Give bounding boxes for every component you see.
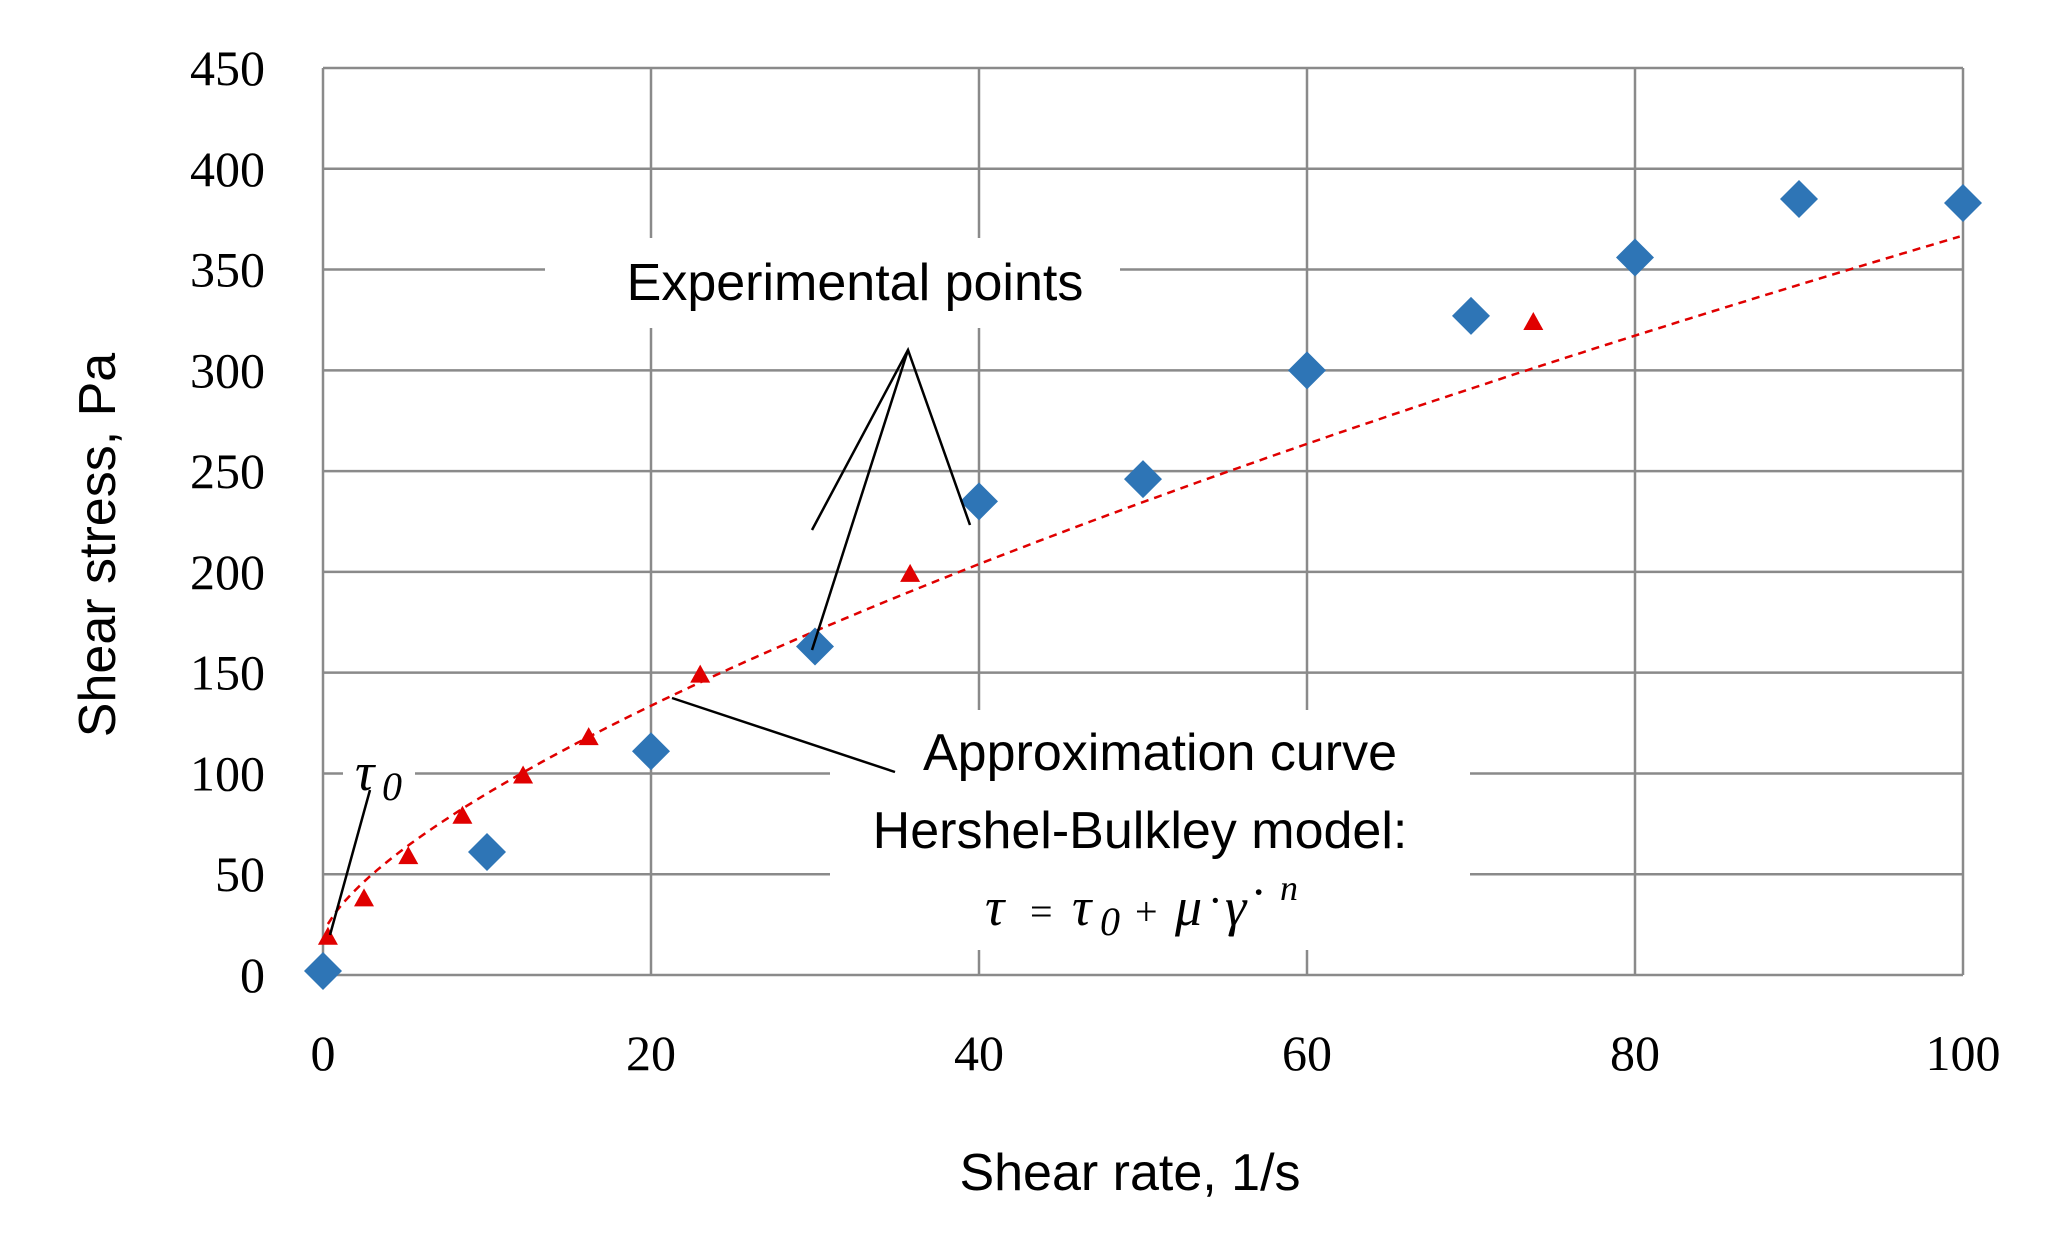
formula-dot: · <box>1208 876 1223 925</box>
y-tick-label: 450 <box>190 40 265 96</box>
experimental-points-label: Experimental points <box>627 254 1084 312</box>
tau0-label: τ 0 <box>355 742 402 809</box>
experimental-point <box>468 833 506 872</box>
experimental-point <box>1288 351 1326 390</box>
series <box>304 180 1982 990</box>
approximation-point <box>452 805 473 824</box>
x-tick-label: 20 <box>626 1025 676 1081</box>
y-tick-label: 200 <box>190 544 265 600</box>
tau0-subscript: 0 <box>382 764 402 809</box>
formula-tau0-subscript: 0 <box>1100 899 1120 944</box>
x-axis-ticks: 0 20 40 60 80 100 <box>311 1025 2001 1081</box>
experimental-leader-line-30 <box>810 349 910 651</box>
tau0-label-background <box>343 730 415 800</box>
x-tick-label: 40 <box>954 1025 1004 1081</box>
formula-equals: = <box>1030 889 1053 934</box>
approximation-label-background <box>830 710 1470 950</box>
experimental-point <box>1452 296 1490 335</box>
approximation-point <box>578 727 599 746</box>
y-tick-label: 400 <box>190 141 265 197</box>
y-tick-label: 150 <box>190 645 265 701</box>
experimental-point <box>960 482 998 521</box>
experimental-point <box>1780 180 1818 219</box>
y-axis-title: Shear stress, Pa <box>69 353 127 737</box>
experimental-point <box>1944 184 1982 223</box>
experimental-point <box>304 951 342 990</box>
approximation-curve-line <box>326 235 1961 925</box>
y-axis-ticks: 0 50 100 150 200 250 300 350 400 450 <box>190 40 265 1003</box>
experimental-point <box>632 732 670 771</box>
approximation-point <box>317 926 338 945</box>
formula-mu: μ <box>1174 877 1202 937</box>
experimental-point <box>1616 238 1654 277</box>
approximation-point <box>1523 311 1544 330</box>
tau0-leader-line <box>328 789 372 936</box>
x-tick-label: 100 <box>1926 1025 2001 1081</box>
x-axis-title: Shear rate, 1/s <box>959 1144 1300 1202</box>
approximation-point <box>354 888 374 907</box>
formula-plus: + <box>1135 889 1158 934</box>
approximation-label-line1: Approximation curve <box>923 724 1397 782</box>
x-tick-label: 60 <box>1282 1025 1332 1081</box>
y-tick-label: 350 <box>190 242 265 298</box>
y-tick-label: 250 <box>190 443 265 499</box>
approximation-leader-line <box>671 696 896 774</box>
x-tick-label: 0 <box>311 1025 336 1081</box>
experimental-label-background <box>545 238 1120 328</box>
y-tick-label: 100 <box>190 745 265 801</box>
y-tick-label: 300 <box>190 342 265 398</box>
approximation-point <box>398 846 419 865</box>
approximation-point <box>690 664 711 683</box>
model-formula: τ = τ 0 + μ · γ̇ n <box>985 868 1298 944</box>
formula-tau0: τ <box>1072 877 1093 937</box>
formula-tau: τ <box>985 877 1006 937</box>
approximation-point <box>900 563 921 582</box>
y-tick-label: 50 <box>215 846 265 902</box>
tau0-symbol: τ <box>355 742 376 802</box>
approximation-point <box>513 765 534 784</box>
y-tick-label: 0 <box>240 947 265 1003</box>
formula-exponent: n <box>1280 868 1298 908</box>
approximation-label-line2: Hershel-Bulkley model: <box>873 802 1408 860</box>
experimental-point <box>796 627 834 666</box>
x-tick-label: 80 <box>1610 1025 1660 1081</box>
experimental-point <box>1124 460 1162 499</box>
